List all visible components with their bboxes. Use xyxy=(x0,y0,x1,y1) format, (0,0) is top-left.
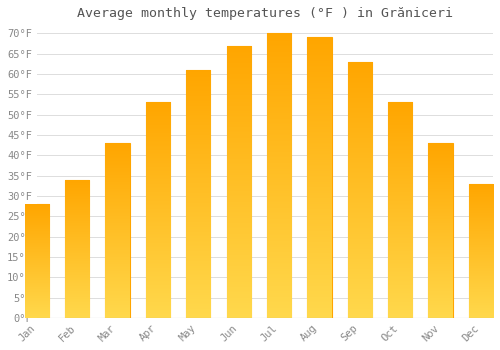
Bar xyxy=(308,37,332,318)
Bar xyxy=(388,103,412,318)
Bar xyxy=(146,103,170,318)
Bar xyxy=(186,70,210,318)
Title: Average monthly temperatures (°F ) in Grăniceri: Average monthly temperatures (°F ) in Gr… xyxy=(77,7,453,20)
Bar xyxy=(65,180,90,318)
Bar xyxy=(106,143,130,318)
Bar xyxy=(24,204,49,318)
Bar xyxy=(348,62,372,318)
Bar xyxy=(469,184,493,318)
Bar xyxy=(428,143,452,318)
Bar xyxy=(267,33,291,318)
Bar xyxy=(226,46,251,318)
